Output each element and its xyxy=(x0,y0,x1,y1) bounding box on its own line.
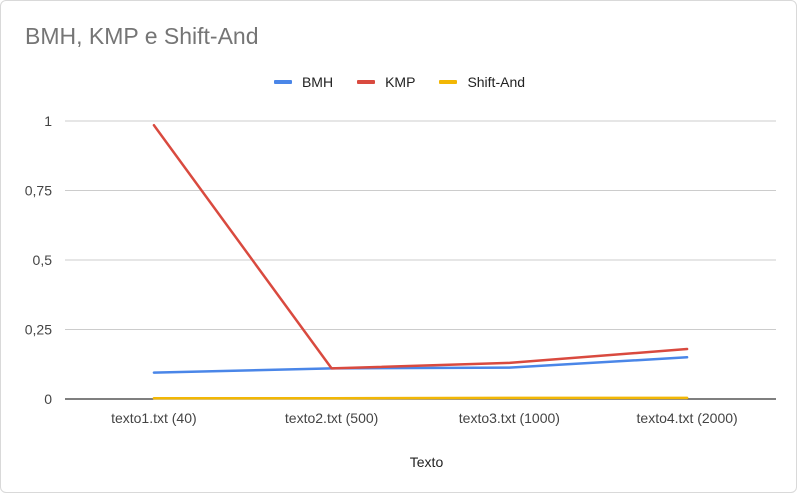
x-tick-label: texto4.txt (2000) xyxy=(637,410,738,426)
y-tick-label: 0,25 xyxy=(25,322,52,338)
x-tick-label: texto2.txt (500) xyxy=(285,410,378,426)
x-tick-label: texto3.txt (1000) xyxy=(459,410,560,426)
x-axis-title: Texto xyxy=(410,454,444,470)
y-tick-label: 0 xyxy=(44,391,52,407)
y-tick-label: 0,75 xyxy=(25,183,52,199)
y-tick-label: 0,5 xyxy=(33,252,53,268)
y-tick-label: 1 xyxy=(44,113,52,129)
x-tick-label: texto1.txt (40) xyxy=(111,410,197,426)
series-line-kmp xyxy=(154,125,687,368)
